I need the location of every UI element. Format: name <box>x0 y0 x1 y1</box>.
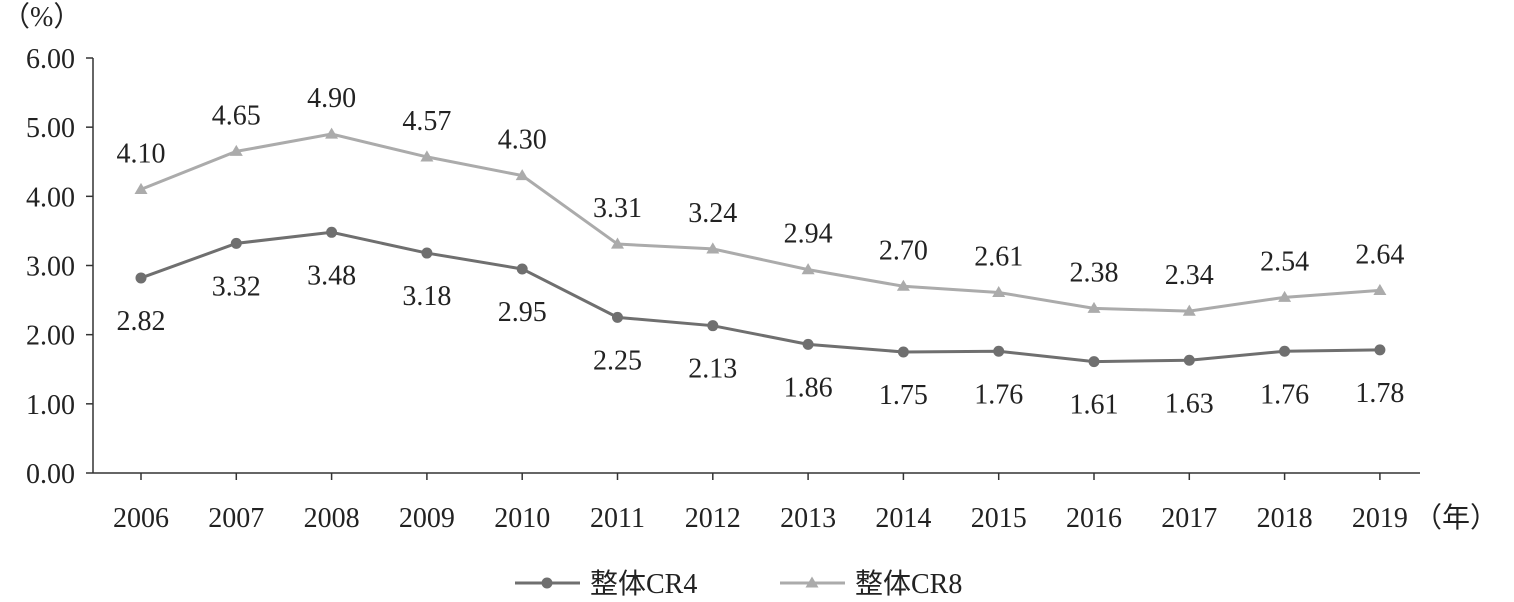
data-label: 2.94 <box>784 219 833 250</box>
data-label: 3.31 <box>593 193 642 224</box>
data-point-marker <box>801 263 815 275</box>
x-tick-label: 2010 <box>494 503 550 534</box>
data-point-marker <box>706 242 720 254</box>
x-tick-label: 2016 <box>1066 503 1122 534</box>
x-tick-label: 2013 <box>780 503 836 534</box>
data-label: 1.86 <box>784 372 833 403</box>
data-point-marker <box>515 169 529 181</box>
series-layer: 2.82 3.32 3.48 3.18 2.95 2.25 2.13 1.86 1.75 1.76… <box>117 83 1405 421</box>
data-label: 2.38 <box>1070 257 1119 288</box>
y-tick-label: 1.00 <box>26 390 75 421</box>
legend-item: 整体CR8 <box>780 568 962 600</box>
data-point-marker <box>897 346 909 358</box>
x-tick-label: 2019 <box>1352 503 1408 534</box>
data-point-marker <box>1373 283 1387 295</box>
y-axis-ticks: 0.00 1.00 2.00 3.00 4.00 5.00 6.00 <box>26 44 93 490</box>
data-label: 1.63 <box>1165 388 1214 419</box>
data-label: 2.54 <box>1260 246 1309 277</box>
data-label: 1.78 <box>1355 378 1404 409</box>
data-label: 4.30 <box>498 125 547 156</box>
data-label: 2.95 <box>498 297 547 328</box>
data-point-marker <box>421 247 433 259</box>
y-tick-label: 5.00 <box>26 113 75 144</box>
data-label: 4.65 <box>212 100 261 131</box>
legend-label: 整体CR8 <box>855 568 962 600</box>
data-label: 2.13 <box>688 354 737 385</box>
data-point-marker <box>1087 301 1101 313</box>
x-tick-label: 2007 <box>208 503 264 534</box>
x-tick-label: 2009 <box>399 503 455 534</box>
data-label: 3.18 <box>402 281 451 312</box>
data-label: 3.48 <box>307 260 356 291</box>
x-tick-label: 2014 <box>875 503 931 534</box>
data-point-marker <box>1182 304 1196 316</box>
data-point-marker <box>516 263 528 275</box>
legend-item: 整体CR4 <box>515 568 697 600</box>
x-tick-label: 2015 <box>971 503 1027 534</box>
data-point-marker <box>1088 356 1100 368</box>
data-point-marker <box>420 150 434 162</box>
y-tick-label: 6.00 <box>26 44 75 75</box>
legend-marker <box>541 577 553 589</box>
data-label: 4.90 <box>307 83 356 114</box>
data-label: 1.76 <box>974 379 1023 410</box>
data-point-marker <box>326 226 338 238</box>
legend: 整体CR4 整体CR8 <box>515 568 962 600</box>
data-label: 3.24 <box>688 198 737 229</box>
data-point-marker <box>992 285 1006 298</box>
data-point-marker <box>229 144 243 156</box>
data-label: 2.64 <box>1355 239 1404 270</box>
series-line <box>140 230 1380 364</box>
data-point-marker <box>612 311 623 323</box>
y-tick-label: 2.00 <box>26 321 75 352</box>
series-1: 2.82 3.32 3.48 3.18 2.95 2.25 2.13 1.86 1.75 1.76… <box>117 226 1404 421</box>
data-point-marker <box>325 127 339 139</box>
x-axis-unit-label: （年） <box>1414 502 1498 534</box>
data-point-marker <box>1374 344 1386 356</box>
legend-label: 整体CR4 <box>590 568 697 600</box>
y-axis: （%） 0.00 1.00 2.00 3.00 4.00 5.00 6.00 <box>2 1 94 490</box>
data-point-marker <box>707 320 719 332</box>
data-label: 1.61 <box>1070 390 1119 421</box>
data-point-marker <box>135 272 147 284</box>
y-tick-label: 4.00 <box>26 182 75 213</box>
data-point-marker <box>1183 354 1195 366</box>
y-tick-label: 0.00 <box>26 459 75 490</box>
data-point-marker <box>993 345 1005 357</box>
data-point-marker <box>896 279 910 291</box>
data-point-marker <box>802 338 814 350</box>
x-axis: （年） 2006 2007 2008 2009 2010 2011 2012 2013 2014… <box>93 472 1498 534</box>
x-tick-label: 2018 <box>1257 503 1313 534</box>
x-tick-label: 2006 <box>113 503 169 534</box>
data-label: 2.82 <box>117 306 166 337</box>
data-label: 2.70 <box>879 235 928 266</box>
data-point-marker <box>1279 345 1291 357</box>
data-label: 3.32 <box>212 271 261 302</box>
data-label: 1.75 <box>879 380 928 411</box>
data-point-marker <box>611 237 624 249</box>
data-label: 1.76 <box>1260 379 1309 410</box>
data-label: 4.57 <box>402 106 451 137</box>
data-label: 2.61 <box>974 241 1023 272</box>
x-tick-label: 2008 <box>304 503 360 534</box>
data-point-marker <box>230 237 242 249</box>
y-axis-unit-label: （%） <box>2 1 81 33</box>
data-label: 2.25 <box>593 345 642 376</box>
series-2: 4.10 4.65 4.90 4.57 4.30 3.31 3.24 2.94 2.70 2.61… <box>117 83 1404 316</box>
x-tick-label: 2011 <box>590 503 645 534</box>
data-point-marker <box>134 182 148 194</box>
data-label: 4.10 <box>117 138 166 169</box>
x-tick-label: 2012 <box>685 503 741 534</box>
legend-marker <box>805 576 819 588</box>
y-tick-label: 3.00 <box>26 252 75 283</box>
data-label: 2.34 <box>1165 260 1214 291</box>
data-point-marker <box>1278 290 1292 302</box>
x-tick-label: 2017 <box>1161 503 1217 534</box>
x-axis-ticks: 2006 2007 2008 2009 2010 2011 2012 2013 2014 2015… <box>113 473 1408 534</box>
series-line <box>140 132 1381 313</box>
